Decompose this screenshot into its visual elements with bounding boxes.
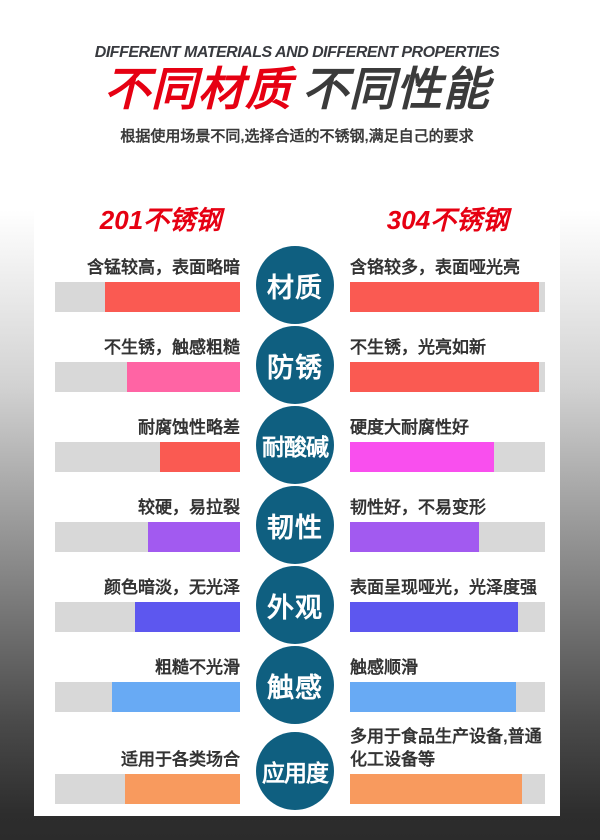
right-note: 含铬较多，表面哑光亮	[350, 258, 520, 277]
right-cell: 韧性好，不易变形	[350, 485, 545, 565]
left-note: 颜色暗淡，无光泽	[104, 578, 240, 597]
left-bar-fill	[127, 362, 240, 392]
left-bar-track	[55, 682, 240, 712]
comparison-row: 耐腐蚀性略差 耐酸碱 硬度大耐腐性好	[55, 405, 560, 485]
left-bar-track	[55, 362, 240, 392]
badge-cell: 外观	[240, 565, 350, 645]
comparison-row: 不生锈，触感粗糙 防锈 不生锈，光亮如新	[55, 325, 560, 405]
right-note: 韧性好，不易变形	[350, 498, 486, 517]
right-bar-track	[350, 682, 545, 712]
left-bar-fill	[160, 442, 240, 472]
property-badge: 韧性	[256, 486, 334, 564]
property-badge: 材质	[256, 246, 334, 324]
page-subtitle: 根据使用场景不同,选择合适的不锈钢,满足自己的要求	[120, 128, 474, 145]
right-bar-fill	[350, 522, 479, 552]
left-bar-track	[55, 282, 240, 312]
left-bar-fill	[134, 602, 240, 632]
left-note: 较硬，易拉裂	[138, 498, 240, 517]
column-header-201: 201不锈钢	[99, 205, 222, 235]
left-cell: 较硬，易拉裂	[55, 485, 240, 565]
right-bar-track	[350, 522, 545, 552]
left-note: 不生锈，触感粗糙	[104, 338, 240, 357]
badge-cell: 耐酸碱	[240, 405, 350, 485]
left-bar-fill	[147, 522, 240, 552]
right-cell: 不生锈，光亮如新	[350, 325, 545, 405]
right-cell: 表面呈现哑光，光泽度强	[350, 565, 545, 645]
left-cell: 颜色暗淡，无光泽	[55, 565, 240, 645]
badge-cell: 应用度	[240, 725, 350, 817]
property-badge: 耐酸碱	[256, 406, 334, 484]
left-bar-track	[55, 774, 240, 804]
left-bar-track	[55, 442, 240, 472]
left-cell: 耐腐蚀性略差	[55, 405, 240, 485]
left-cell: 粗糙不光滑	[55, 645, 240, 725]
right-bar-track	[350, 282, 545, 312]
right-bar-fill	[350, 682, 516, 712]
right-cell: 硬度大耐腐性好	[350, 405, 545, 485]
right-note: 表面呈现哑光，光泽度强	[350, 578, 537, 597]
left-cell: 含锰较高，表面略暗	[55, 245, 240, 325]
content-panel: DIFFERENT MATERIALS AND DIFFERENT PROPER…	[34, 0, 560, 816]
badge-cell: 触感	[240, 645, 350, 725]
right-bar-fill	[350, 362, 540, 392]
right-note: 多用于食品生产设备,普通 化工设备等	[350, 727, 542, 769]
right-note: 不生锈，光亮如新	[350, 338, 486, 357]
right-cell: 含铬较多，表面哑光亮	[350, 245, 545, 325]
right-bar-fill	[350, 442, 495, 472]
left-note: 粗糙不光滑	[155, 658, 240, 677]
comparison-row: 粗糙不光滑 触感 触感顺滑	[55, 645, 560, 725]
column-header-spacer	[240, 200, 350, 237]
left-bar-fill	[125, 774, 240, 804]
right-bar-track	[350, 442, 545, 472]
left-bar-track	[55, 602, 240, 632]
badge-cell: 材质	[240, 245, 350, 325]
column-headers: 201不锈钢 304不锈钢	[55, 200, 560, 237]
page-title-cn-red: 不同材质	[104, 63, 292, 115]
right-bar-track	[350, 602, 545, 632]
column-header-304: 304不锈钢	[386, 205, 509, 235]
right-note: 硬度大耐腐性好	[350, 418, 469, 437]
page-title-cn: 不同材质 不同性能	[34, 66, 560, 112]
comparison-row: 颜色暗淡，无光泽 外观 表面呈现哑光，光泽度强	[55, 565, 560, 645]
comparison-row: 较硬，易拉裂 韧性 韧性好，不易变形	[55, 485, 560, 565]
property-badge: 防锈	[256, 326, 334, 404]
right-bar-track	[350, 362, 545, 392]
page-title-en: DIFFERENT MATERIALS AND DIFFERENT PROPER…	[94, 44, 500, 61]
page-title-cn-dark: 不同性能	[302, 63, 490, 115]
badge-cell: 韧性	[240, 485, 350, 565]
property-badge: 外观	[256, 566, 334, 644]
left-bar-fill	[104, 282, 240, 312]
comparison-rows: 含锰较高，表面略暗 材质 含铬较多，表面哑光亮 不生锈，触感粗糙 防锈 不生锈，…	[55, 245, 560, 817]
right-cell: 多用于食品生产设备,普通 化工设备等	[350, 725, 545, 817]
badge-cell: 防锈	[240, 325, 350, 405]
left-cell: 不生锈，触感粗糙	[55, 325, 240, 405]
left-cell: 适用于各类场合	[55, 725, 240, 817]
property-badge: 应用度	[256, 732, 334, 810]
property-badge: 触感	[256, 646, 334, 724]
left-note: 适用于各类场合	[121, 750, 240, 769]
right-cell: 触感顺滑	[350, 645, 545, 725]
right-bar-fill	[350, 282, 540, 312]
left-bar-fill	[112, 682, 240, 712]
left-note: 含锰较高，表面略暗	[87, 258, 240, 277]
right-bar-fill	[350, 774, 522, 804]
comparison-row: 适用于各类场合 应用度 多用于食品生产设备,普通 化工设备等	[55, 725, 560, 817]
right-note: 触感顺滑	[350, 658, 418, 677]
right-bar-track	[350, 774, 545, 804]
left-bar-track	[55, 522, 240, 552]
comparison-row: 含锰较高，表面略暗 材质 含铬较多，表面哑光亮	[55, 245, 560, 325]
left-note: 耐腐蚀性略差	[138, 418, 240, 437]
right-bar-fill	[350, 602, 518, 632]
